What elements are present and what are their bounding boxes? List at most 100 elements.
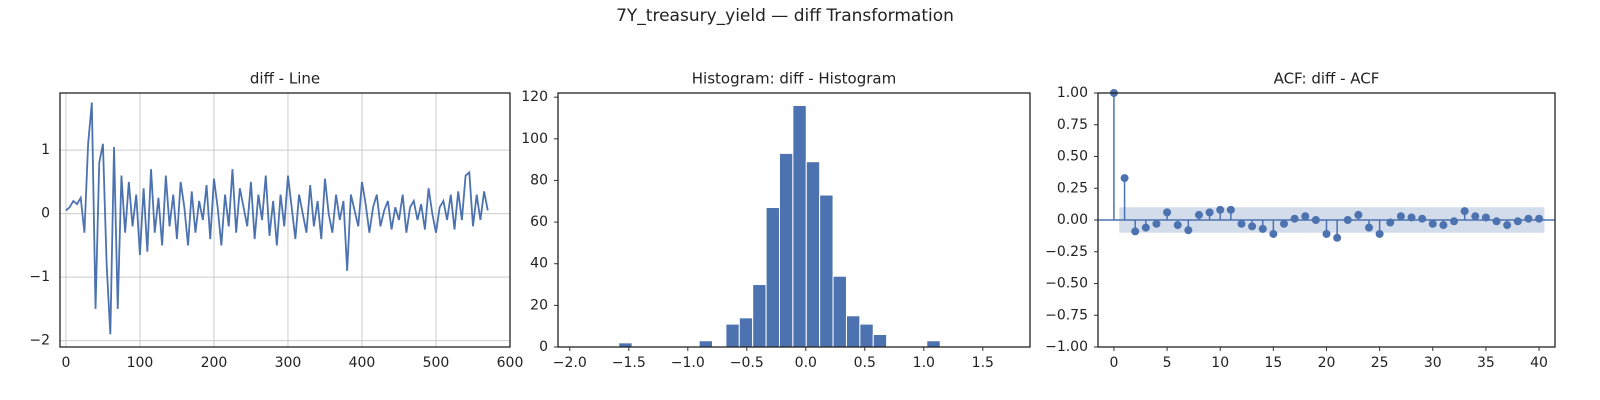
stem-marker (1481, 213, 1490, 222)
stem-marker (1184, 226, 1193, 235)
y-tick-label: 80 (530, 172, 548, 188)
y-tick-label: −1.00 (1045, 339, 1088, 355)
y-tick-label: 100 (521, 131, 548, 147)
y-tick-label: 0 (539, 339, 548, 355)
y-tick-label: 20 (530, 297, 548, 313)
y-tick-label: 0 (41, 206, 50, 222)
x-tick-label: 0.0 (795, 355, 817, 371)
x-tick-label: −1.5 (612, 355, 646, 371)
histogram-bar (738, 317, 754, 348)
y-tick-label: 120 (521, 89, 548, 105)
histogram-bar (845, 315, 861, 348)
y-tick-label: 60 (530, 214, 548, 230)
stem-marker (1258, 224, 1267, 233)
x-tick-label: 0 (1109, 355, 1118, 371)
x-tick-label: 35 (1477, 355, 1495, 371)
axes-frame (1097, 92, 1556, 348)
histogram-bar (832, 275, 847, 348)
stem-marker (1279, 219, 1288, 228)
y-tick-label: −0.50 (1045, 276, 1088, 292)
x-tick-label: 10 (1211, 355, 1229, 371)
x-tick-label: 40 (1530, 355, 1548, 371)
stem-marker (1120, 174, 1129, 183)
stem-marker (1354, 210, 1363, 219)
histogram-bar (859, 323, 874, 348)
y-tick-label: 0.00 (1057, 212, 1088, 228)
stem-marker (1418, 214, 1427, 223)
histogram-bar (792, 104, 807, 348)
stem-marker (1173, 221, 1182, 230)
histogram-bar (752, 284, 767, 348)
stem-marker (1248, 222, 1257, 231)
stem-marker (1194, 210, 1203, 219)
stem-marker (1439, 221, 1448, 230)
histogram-bar (805, 161, 821, 348)
stem-marker (1269, 229, 1278, 238)
stem-marker (1163, 208, 1172, 217)
stem-marker (1535, 214, 1544, 223)
subplot-title: ACF: diff - ACF (1274, 70, 1380, 88)
stem-marker (1524, 214, 1533, 223)
stem-marker (1375, 229, 1384, 238)
x-tick-label: 400 (349, 355, 376, 371)
histogram-bar (725, 323, 740, 348)
y-tick-label: 0.25 (1057, 180, 1088, 196)
stem-marker (1513, 217, 1522, 226)
data-line (65, 102, 489, 335)
stem-marker (1386, 218, 1395, 227)
y-tick-label: −1 (29, 269, 50, 285)
x-tick-label: −2.0 (553, 355, 587, 371)
x-tick-label: 500 (423, 355, 450, 371)
histogram-bar (872, 334, 888, 348)
stem-marker (1237, 219, 1246, 228)
x-tick-label: 1.0 (913, 355, 935, 371)
y-tick-label: −0.25 (1045, 244, 1088, 260)
histogram-bar (698, 340, 714, 348)
x-tick-label: 15 (1264, 355, 1282, 371)
x-tick-label: 200 (201, 355, 228, 371)
y-tick-label: −2 (29, 333, 50, 349)
y-tick-label: 0.50 (1057, 149, 1088, 165)
stem-marker (1141, 223, 1150, 232)
stem-marker (1492, 217, 1501, 226)
stem-marker (1290, 214, 1299, 223)
histogram-bar (819, 194, 834, 348)
x-tick-label: −1.0 (671, 355, 705, 371)
x-tick-label: −0.5 (730, 355, 764, 371)
x-tick-label: 300 (275, 355, 302, 371)
stem-marker (1343, 216, 1352, 224)
x-tick-label: 100 (127, 355, 154, 371)
stem-marker (1322, 229, 1331, 238)
histogram-bar (765, 207, 780, 348)
y-tick-label: 0.75 (1057, 117, 1088, 133)
stem-marker (1503, 221, 1512, 230)
stem-marker (1226, 205, 1235, 214)
stem-marker (1216, 205, 1225, 214)
stem-marker (1428, 219, 1437, 228)
figure-title: 7Y_treasury_yield — diff Transformation (616, 6, 954, 26)
subplot-title: diff - Line (250, 70, 320, 88)
x-tick-label: 5 (1163, 355, 1172, 371)
stem-marker (1471, 212, 1480, 221)
y-tick-label: −0.75 (1045, 307, 1088, 323)
y-tick-label: 1.00 (1057, 85, 1088, 101)
histogram-bar (926, 340, 941, 348)
x-tick-label: 600 (497, 355, 524, 371)
subplot-title: Histogram: diff - Histogram (692, 70, 896, 88)
x-tick-label: 1.5 (972, 355, 994, 371)
x-tick-label: 30 (1424, 355, 1442, 371)
stem-marker (1460, 207, 1469, 216)
stem-marker (1333, 233, 1342, 242)
y-tick-label: 1 (41, 142, 50, 158)
stem-marker (1407, 213, 1416, 222)
x-tick-label: 0.5 (854, 355, 876, 371)
x-tick-label: 20 (1318, 355, 1336, 371)
axes-frame (557, 92, 1031, 348)
y-tick-label: 40 (530, 256, 548, 272)
stem-marker (1205, 208, 1214, 217)
stem-marker (1152, 219, 1161, 228)
histogram-bar (778, 152, 794, 348)
stem-marker (1311, 216, 1320, 224)
stem-marker (1396, 212, 1405, 221)
